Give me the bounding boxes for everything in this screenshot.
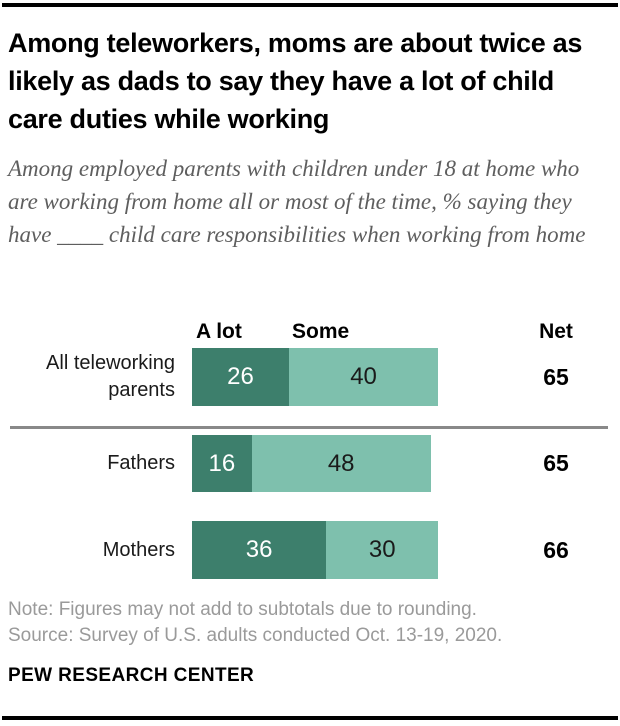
bar-segment-some: 48 — [251, 435, 431, 492]
net-value-fathers: 65 — [543, 450, 569, 476]
legend-label-some: Some — [292, 320, 350, 343]
bar-value-some: 40 — [350, 363, 377, 390]
net-value-all-teleworking-parents: 65 — [543, 363, 569, 390]
bar-segment-some: 40 — [288, 348, 439, 406]
bar-value-some: 30 — [368, 536, 396, 563]
bar-row-all-teleworking-parents: 26 40 — [192, 348, 439, 406]
bar-value-a-lot: 36 — [245, 536, 273, 563]
bar-segment-a-lot: 16 — [192, 435, 252, 492]
note-text: Note: Figures may not add to subtotals d… — [8, 599, 477, 620]
category-label-fathers: Fathers — [107, 452, 175, 474]
category-label-all-teleworking-parents: All teleworking parents — [46, 352, 175, 401]
note-block: Note: Figures may not add to subtotals d… — [8, 597, 614, 649]
category-label-mothers: Mothers — [102, 538, 175, 561]
page-title: Among teleworkers, moms are about twice … — [8, 28, 583, 134]
net-column-header: Net — [539, 320, 573, 343]
bar-row-mothers: 36 30 — [192, 521, 439, 579]
source-text: Source: Survey of U.S. adults conducted … — [8, 625, 503, 646]
bar-value-a-lot: 26 — [227, 363, 254, 390]
brand-wordmark: PEW RESEARCH CENTER — [8, 665, 255, 686]
bar-value-a-lot: 16 — [208, 449, 236, 477]
row-divider — [10, 426, 608, 429]
bar-segment-a-lot: 36 — [192, 521, 327, 579]
bar-segment-a-lot: 26 — [192, 348, 289, 406]
top-rule — [2, 3, 618, 7]
net-value-mothers: 66 — [543, 536, 569, 563]
legend-label-a-lot: A lot — [196, 320, 242, 343]
bar-segment-some: 30 — [326, 521, 439, 579]
bar-value-some: 48 — [327, 449, 355, 477]
bar-row-fathers: 16 48 — [192, 435, 431, 492]
bottom-rule — [2, 716, 618, 720]
page-subtitle: Among employed parents with children und… — [8, 156, 586, 247]
